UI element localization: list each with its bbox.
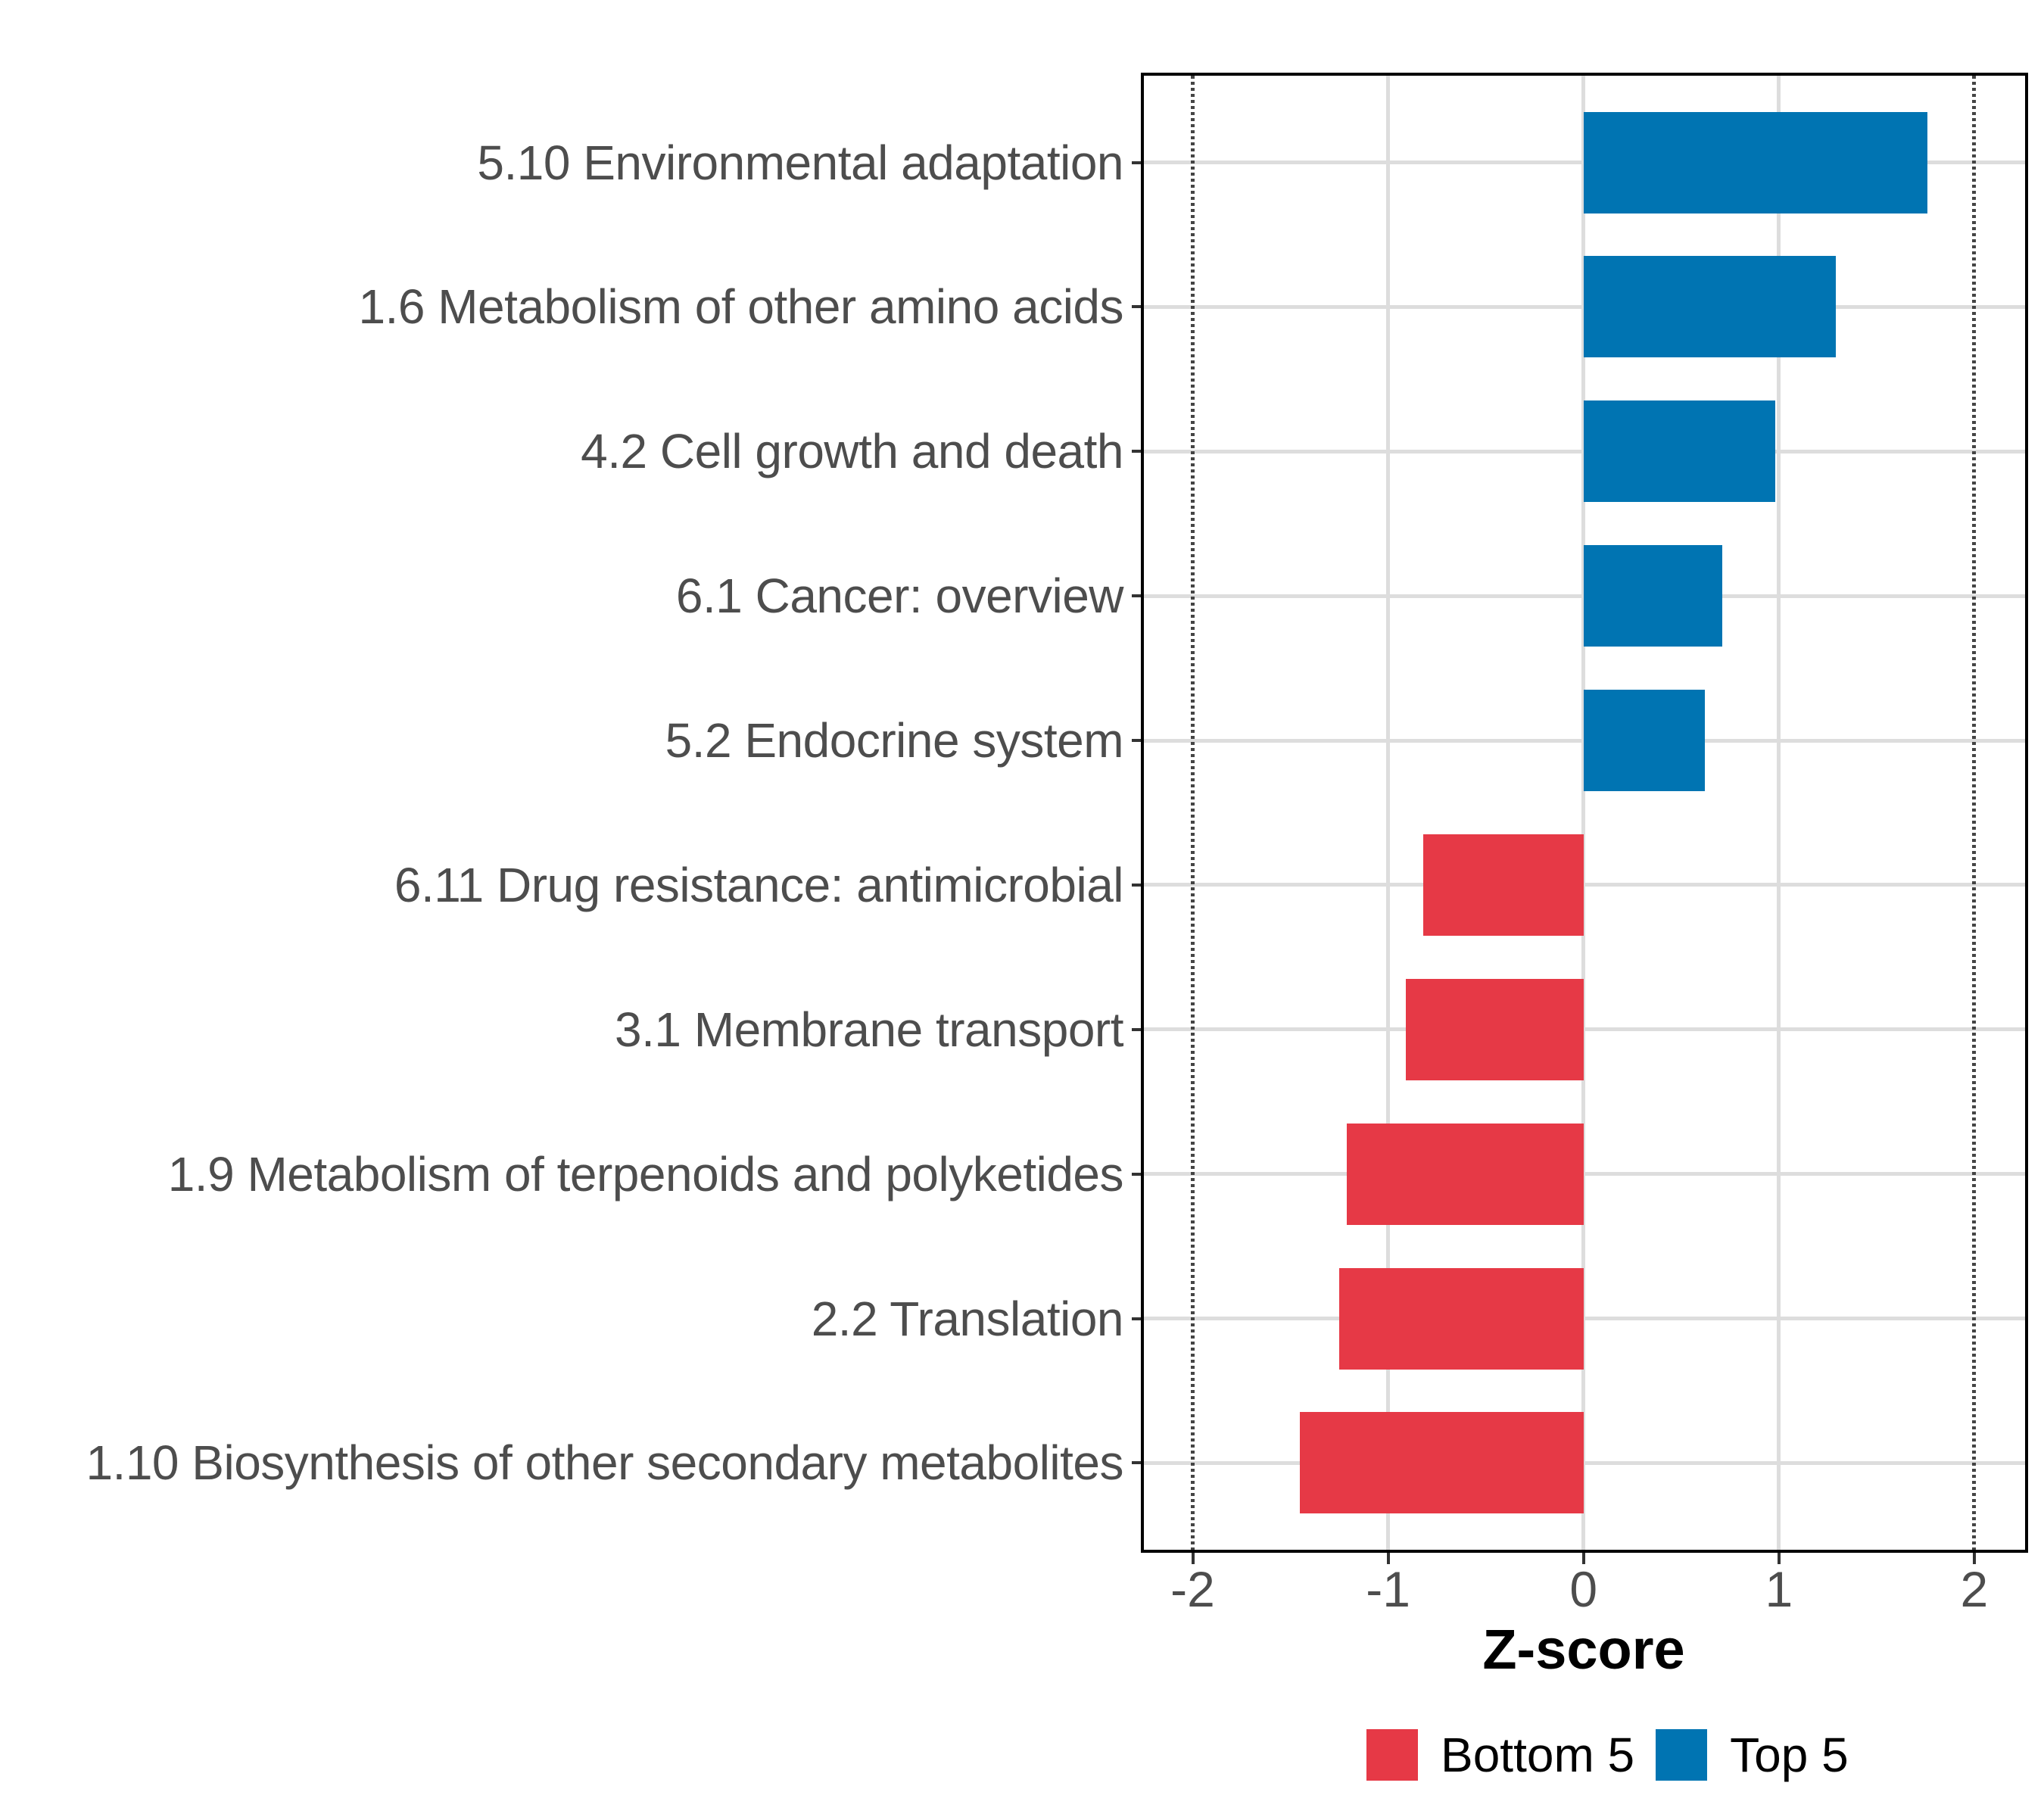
bar-bottom5 [1300, 1412, 1584, 1514]
y-axis-label: 6.11 Drug resistance: antimicrobial [394, 857, 1124, 912]
y-axis-label: 4.2 Cell growth and death [581, 424, 1123, 479]
legend-swatch-bottom5 [1366, 1729, 1418, 1781]
bar-top5 [1583, 690, 1705, 792]
y-tick [1132, 1317, 1143, 1320]
x-tick [1972, 1553, 1976, 1564]
plot-panel [1144, 76, 2025, 1550]
x-tick [1386, 1553, 1390, 1564]
y-axis-label: 5.2 Endocrine system [665, 713, 1124, 768]
y-tick [1132, 1461, 1143, 1465]
x-axis-tick-label: -2 [1170, 1561, 1215, 1617]
x-axis-tick-label: 2 [1960, 1561, 1989, 1617]
x-gridline [1581, 76, 1586, 1550]
legend-label-bottom5: Bottom 5 [1441, 1728, 1635, 1782]
y-tick [1132, 161, 1143, 164]
bar-bottom5 [1339, 1267, 1584, 1370]
bar-bottom5 [1405, 978, 1584, 1080]
y-tick [1132, 739, 1143, 743]
x-gridline [1777, 76, 1781, 1550]
y-tick [1132, 1027, 1143, 1031]
y-axis-label: 1.6 Metabolism of other amino acids [358, 279, 1123, 335]
reference-line [1191, 76, 1195, 1550]
x-tick [1777, 1553, 1781, 1564]
y-tick [1132, 594, 1143, 598]
y-axis-label: 1.10 Biosynthesis of other secondary met… [86, 1435, 1123, 1491]
x-tick [1191, 1553, 1195, 1564]
y-tick [1132, 450, 1143, 453]
x-axis-tick-label: 1 [1765, 1561, 1793, 1617]
bar-top5 [1583, 256, 1836, 358]
legend-label-top5: Top 5 [1730, 1728, 1849, 1782]
bar-top5 [1583, 545, 1722, 647]
bar-top5 [1583, 111, 1927, 213]
x-gridline [1386, 76, 1391, 1550]
bar-bottom5 [1423, 834, 1584, 936]
x-axis-title: Z-score [1482, 1618, 1685, 1681]
y-tick [1132, 883, 1143, 887]
y-axis-label: 5.10 Environmental adaptation [477, 135, 1123, 190]
legend: Bottom 5 Top 5 [1366, 1728, 1849, 1781]
x-axis-tick-label: -1 [1366, 1561, 1410, 1617]
bar-top5 [1583, 400, 1775, 503]
x-tick [1581, 1553, 1585, 1564]
x-axis-tick-label: 0 [1569, 1561, 1598, 1617]
y-axis-label: 2.2 Translation [811, 1291, 1124, 1346]
y-axis-label: 1.9 Metabolism of terpenoids and polyket… [167, 1146, 1124, 1201]
y-tick [1132, 305, 1143, 309]
y-axis-label: 6.1 Cancer: overview [675, 569, 1124, 624]
y-axis-label: 3.1 Membrane transport [615, 1002, 1124, 1057]
y-tick [1132, 1172, 1143, 1176]
reference-line [1972, 76, 1977, 1550]
bar-bottom5 [1347, 1123, 1584, 1225]
legend-swatch-top5 [1656, 1729, 1708, 1781]
